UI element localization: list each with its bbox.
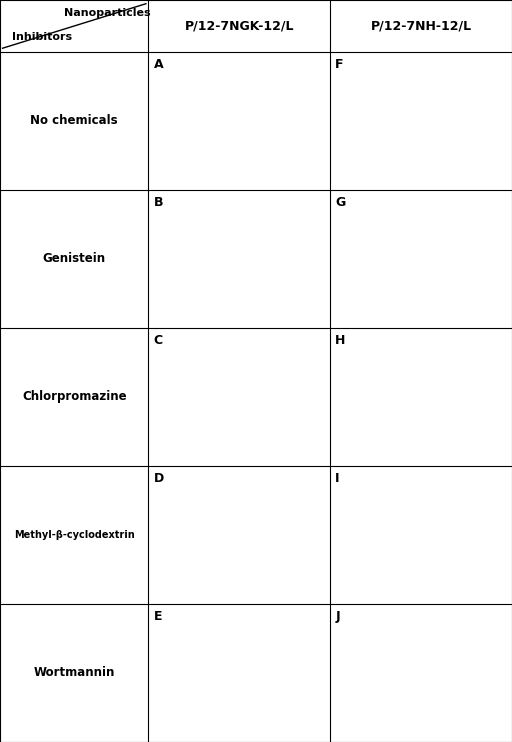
Text: Nanoparticles: Nanoparticles <box>63 7 150 18</box>
Text: E: E <box>154 610 162 623</box>
Text: P/12-7NGK-12/L: P/12-7NGK-12/L <box>185 19 294 33</box>
Text: Genistein: Genistein <box>42 252 106 266</box>
Text: I: I <box>335 472 340 485</box>
Text: A: A <box>154 58 163 71</box>
Text: No chemicals: No chemicals <box>30 114 118 128</box>
Text: H: H <box>335 334 346 347</box>
Text: Wortmannin: Wortmannin <box>34 666 115 680</box>
Text: G: G <box>335 196 346 209</box>
Text: F: F <box>335 58 344 71</box>
Text: P/12-7NH-12/L: P/12-7NH-12/L <box>371 19 472 33</box>
Text: Inhibitors: Inhibitors <box>12 33 72 42</box>
Text: Methyl-β-cyclodextrin: Methyl-β-cyclodextrin <box>14 530 135 540</box>
Text: Chlorpromazine: Chlorpromazine <box>22 390 126 404</box>
Text: D: D <box>154 472 164 485</box>
Text: J: J <box>335 610 340 623</box>
Text: B: B <box>154 196 163 209</box>
Text: C: C <box>154 334 163 347</box>
